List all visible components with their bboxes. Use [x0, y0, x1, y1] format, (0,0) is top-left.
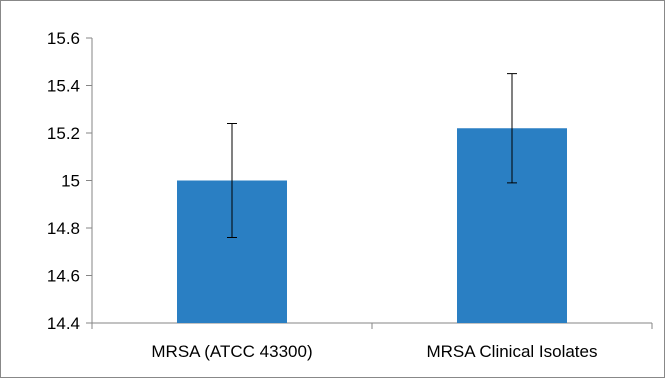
y-tick-label: 15.2 — [47, 124, 80, 143]
x-axis: MRSA (ATCC 43300) MRSA Clinical Isolates — [91, 322, 653, 361]
y-tick-label: 14.6 — [47, 267, 80, 286]
bars — [177, 128, 567, 323]
y-axis: 14.4 14.6 14.8 15 15.2 15.4 15.6 — [47, 29, 93, 333]
error-bars — [227, 73, 517, 238]
x-category-label: MRSA (ATCC 43300) — [151, 342, 312, 361]
y-tick-label: 15.4 — [47, 77, 80, 96]
x-category-label: MRSA Clinical Isolates — [426, 342, 597, 361]
y-tick-label: 14.8 — [47, 219, 80, 238]
y-tick-label: 14.4 — [47, 314, 80, 333]
y-tick-label: 15.6 — [47, 29, 80, 48]
y-tick-label: 15 — [61, 172, 80, 191]
